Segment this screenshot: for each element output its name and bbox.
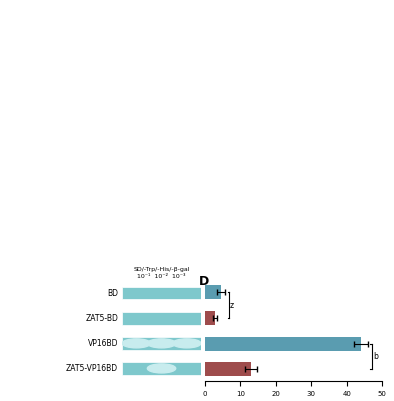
Bar: [122, 362, 201, 375]
Text: SD/-Trp/-His/-β-gal: SD/-Trp/-His/-β-gal: [133, 267, 190, 272]
Text: VP16BD: VP16BD: [88, 339, 118, 348]
Bar: [122, 337, 201, 350]
Text: 10⁻¹  10⁻²  10⁻³: 10⁻¹ 10⁻² 10⁻³: [137, 274, 186, 279]
Bar: [205, 362, 251, 377]
Text: b: b: [373, 352, 378, 361]
Text: z: z: [230, 301, 234, 310]
Bar: [122, 312, 201, 324]
Circle shape: [122, 339, 151, 348]
Text: BD: BD: [107, 289, 118, 298]
Bar: [205, 285, 221, 300]
Text: ZAT5-VP16BD: ZAT5-VP16BD: [66, 364, 118, 373]
Text: D: D: [199, 275, 209, 288]
Bar: [205, 311, 215, 325]
Circle shape: [147, 339, 176, 348]
Circle shape: [147, 364, 176, 373]
Bar: [205, 336, 361, 351]
Circle shape: [173, 339, 201, 348]
Bar: [122, 287, 201, 300]
Text: ZAT5-BD: ZAT5-BD: [85, 314, 118, 323]
